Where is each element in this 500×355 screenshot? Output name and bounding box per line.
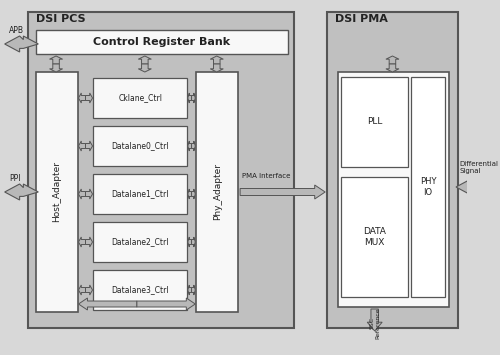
- Polygon shape: [192, 285, 196, 295]
- Text: Host_Adapter: Host_Adapter: [52, 162, 61, 223]
- Polygon shape: [50, 56, 62, 64]
- Text: Datalane1_Ctrl: Datalane1_Ctrl: [112, 190, 169, 198]
- Text: Datalane2_Ctrl: Datalane2_Ctrl: [112, 237, 169, 246]
- Polygon shape: [137, 298, 196, 310]
- Text: SSC
Reference: SSC Reference: [370, 307, 380, 339]
- Polygon shape: [386, 64, 399, 72]
- Polygon shape: [188, 285, 192, 295]
- Polygon shape: [78, 93, 86, 103]
- Bar: [94, 222, 187, 262]
- Bar: [411, 77, 445, 297]
- Text: DSI PCS: DSI PCS: [36, 14, 85, 24]
- Polygon shape: [86, 189, 92, 199]
- Bar: [94, 126, 187, 166]
- Text: Control Register Bank: Control Register Bank: [93, 37, 230, 47]
- Bar: [341, 77, 408, 167]
- Polygon shape: [192, 141, 196, 151]
- Polygon shape: [86, 93, 92, 103]
- Polygon shape: [78, 298, 137, 310]
- Polygon shape: [78, 285, 86, 295]
- Polygon shape: [188, 237, 192, 247]
- Text: PHY
IO: PHY IO: [420, 177, 436, 197]
- Polygon shape: [78, 141, 86, 151]
- Polygon shape: [86, 237, 92, 247]
- Text: Datalane0_Ctrl: Datalane0_Ctrl: [112, 142, 169, 151]
- Bar: [36, 30, 288, 54]
- Text: Phy_Adapter: Phy_Adapter: [212, 164, 222, 220]
- Text: Differential
Signal: Differential Signal: [460, 161, 498, 174]
- Polygon shape: [188, 141, 192, 151]
- Polygon shape: [210, 56, 224, 64]
- Text: APB: APB: [10, 26, 24, 35]
- Polygon shape: [192, 189, 196, 199]
- Polygon shape: [188, 189, 192, 199]
- Polygon shape: [86, 141, 92, 151]
- Polygon shape: [210, 64, 224, 72]
- Bar: [341, 177, 408, 297]
- Polygon shape: [192, 93, 196, 103]
- Polygon shape: [50, 64, 62, 72]
- Text: DSI PMA: DSI PMA: [334, 14, 388, 24]
- Bar: [28, 12, 294, 328]
- Polygon shape: [386, 56, 399, 64]
- Polygon shape: [86, 285, 92, 295]
- Polygon shape: [456, 179, 490, 195]
- Polygon shape: [4, 36, 38, 52]
- Bar: [94, 78, 187, 118]
- Polygon shape: [188, 93, 192, 103]
- Bar: [94, 174, 187, 214]
- Bar: [327, 12, 458, 328]
- Polygon shape: [240, 185, 325, 199]
- Text: PPI: PPI: [10, 174, 21, 183]
- Polygon shape: [367, 309, 382, 331]
- Bar: [338, 72, 448, 307]
- Text: Datalane3_Ctrl: Datalane3_Ctrl: [112, 285, 169, 295]
- Bar: [196, 72, 238, 312]
- Polygon shape: [192, 237, 196, 247]
- Polygon shape: [138, 56, 151, 64]
- Polygon shape: [138, 64, 151, 72]
- Text: DATA
MUX: DATA MUX: [364, 227, 386, 247]
- Polygon shape: [4, 184, 38, 200]
- Polygon shape: [78, 237, 86, 247]
- Text: PMA Interface: PMA Interface: [242, 173, 290, 179]
- Polygon shape: [78, 189, 86, 199]
- Bar: [94, 270, 187, 310]
- Text: Cklane_Ctrl: Cklane_Ctrl: [118, 93, 162, 103]
- Bar: [36, 72, 78, 312]
- Text: PLL: PLL: [367, 118, 382, 126]
